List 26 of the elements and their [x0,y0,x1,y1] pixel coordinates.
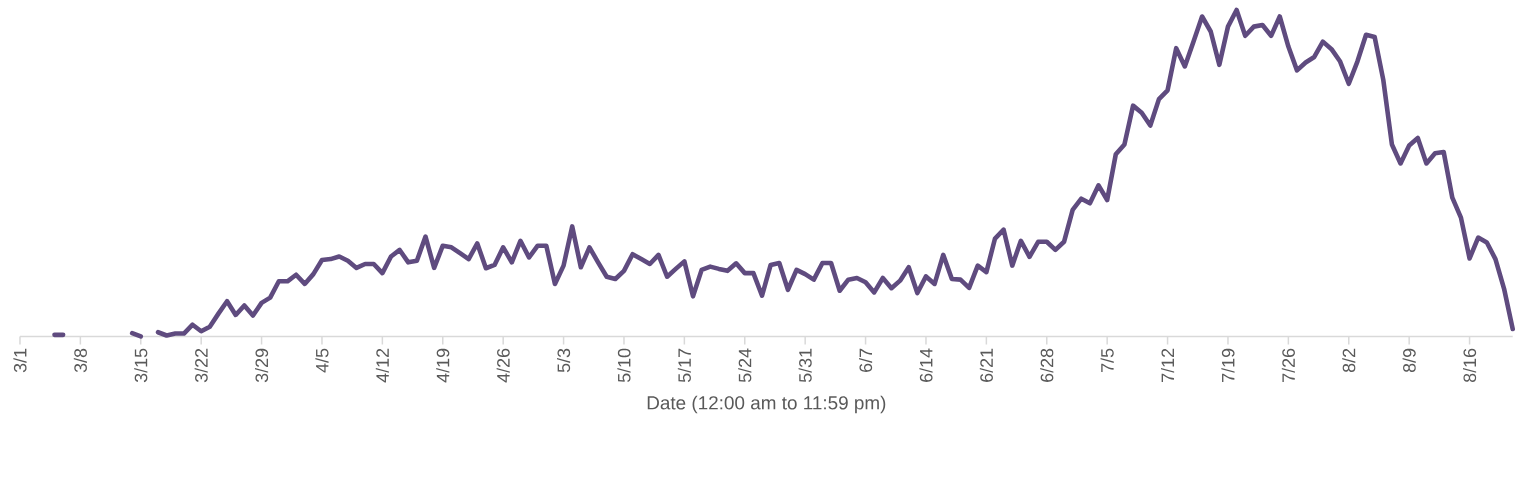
x-tick-label: 7/12 [1160,348,1175,382]
x-tick-label: 6/28 [1040,348,1054,382]
x-tick-label: 3/15 [134,348,148,383]
x-tick-label: 4/12 [375,348,389,383]
x-axis-title: Date (12:00 am to 11:59 pm) [647,395,886,414]
x-tick-label: 5/24 [738,348,752,382]
x-tick-label: 3/22 [194,348,208,383]
x-tick-label: 7/5 [1100,348,1114,372]
x-tick-label: 5/3 [556,348,571,373]
x-tick-label: 8/16 [1462,348,1477,382]
x-tick-label: 5/17 [677,348,691,382]
x-tick-label: 6/21 [979,348,993,382]
x-tick-label: 3/8 [73,348,87,373]
x-tick-label: 4/5 [315,348,329,373]
x-tick-label: 3/1 [13,348,27,373]
x-tick-label: 4/26 [496,348,510,383]
x-tick-label: 3/29 [255,348,269,383]
x-tick-label: 7/19 [1221,348,1235,382]
x-tick-label: 7/26 [1281,348,1295,382]
x-tick-label: 4/19 [436,348,450,383]
x-tick-label: 6/14 [919,348,933,382]
x-tick-label: 5/10 [617,348,631,382]
x-tick-label: 8/9 [1402,348,1416,372]
x-tick-label: 5/31 [798,348,812,382]
x-tick-label: 6/7 [858,348,873,372]
x-tick-label: 8/2 [1342,348,1356,372]
